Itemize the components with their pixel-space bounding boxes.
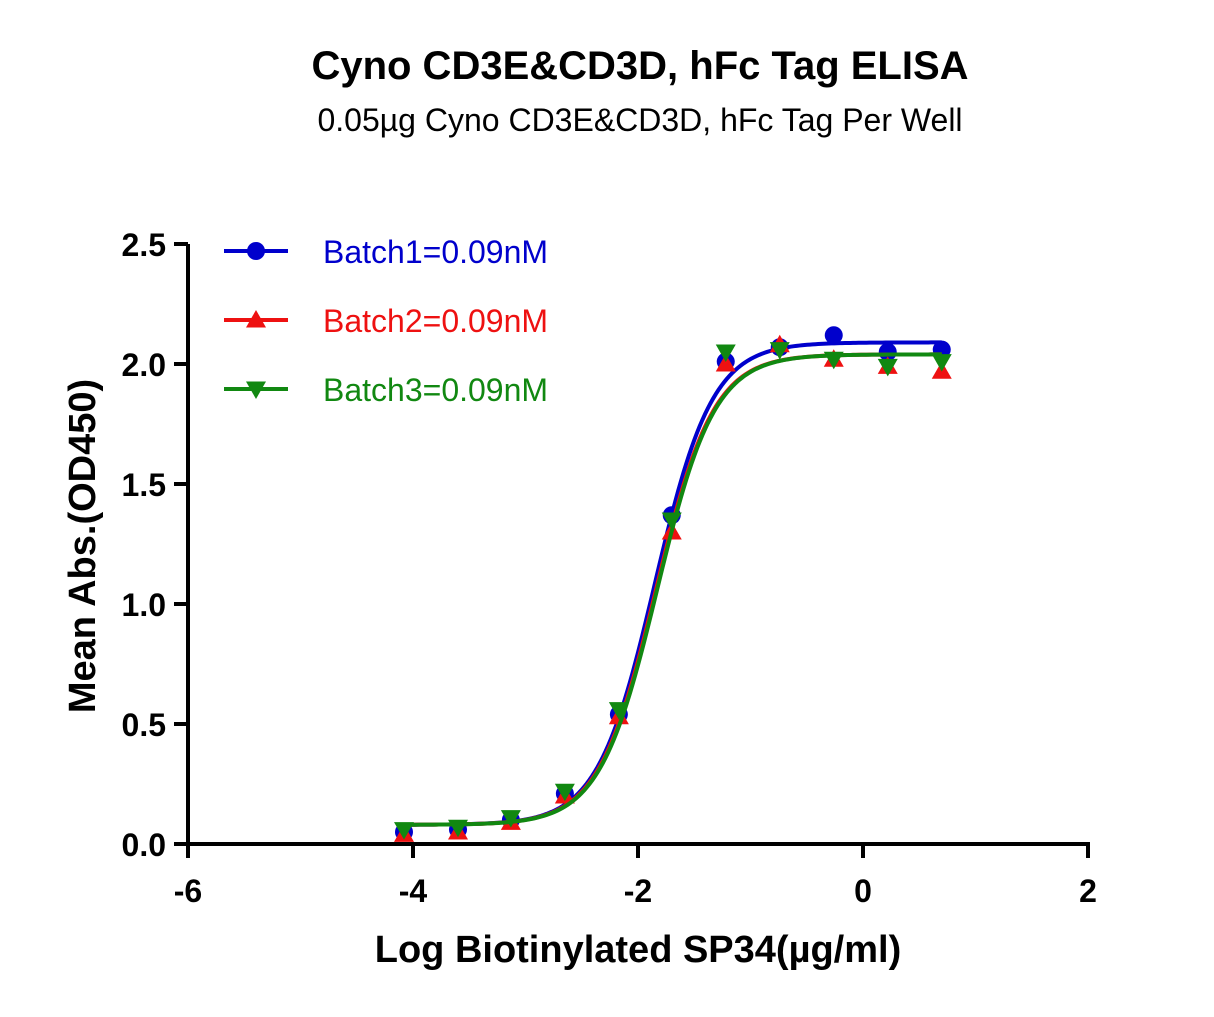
data-point (500, 810, 521, 828)
y-tick-label: 2.0 (122, 347, 166, 383)
series-2 (394, 334, 952, 842)
x-tick-label: -2 (624, 873, 652, 909)
x-tick-label: -6 (174, 873, 202, 909)
axes: -6 -4 -2 0 2 0.0 0.5 1.0 1.5 2.0 2.5 (122, 227, 1097, 909)
data-point (715, 354, 736, 372)
y-tick-label: 2.5 (122, 227, 166, 263)
legend-item: Batch1=0.09nM (224, 234, 548, 270)
data-point (824, 326, 843, 345)
data-point (448, 819, 468, 838)
legend-item: Batch3=0.09nM (224, 372, 548, 408)
legend-item: Batch2=0.09nM (224, 303, 548, 339)
y-ticks: 0.0 0.5 1.0 1.5 2.0 2.5 (122, 227, 188, 863)
data-point (877, 358, 898, 377)
legend-label: Batch3=0.09nM (323, 372, 548, 408)
legend-marker (247, 242, 265, 260)
y-axis-label: Mean Abs.(OD450) (62, 379, 104, 713)
data-point (715, 344, 736, 362)
legend-label: Batch2=0.09nM (323, 303, 548, 339)
y-tick-label: 0.5 (122, 707, 166, 743)
data-point (823, 351, 844, 370)
legend: Batch1=0.09nM Batch2=0.09nM Batch3=0.09nM (224, 234, 548, 408)
data-point (554, 783, 575, 802)
data-point (769, 342, 790, 360)
x-axis-label: Log Biotinylated SP34(µg/ml) (375, 929, 902, 971)
chart-subtitle: 0.05µg Cyno CD3E&CD3D, hFc Tag Per Well (317, 102, 963, 138)
fit-curve (403, 352, 942, 827)
y-tick-label: 1.5 (122, 467, 166, 503)
x-tick-label: -4 (399, 873, 428, 909)
data-point (661, 512, 682, 530)
data-point (608, 702, 629, 720)
data-series (394, 326, 952, 842)
legend-marker (246, 381, 266, 399)
data-point (394, 822, 414, 840)
legend-marker (246, 310, 266, 328)
y-tick-label: 0.0 (122, 827, 166, 863)
fit-curve (403, 352, 942, 827)
x-ticks: -6 -4 -2 0 2 (174, 844, 1097, 909)
x-tick-label: 2 (1079, 873, 1097, 909)
y-tick-label: 1.0 (122, 587, 166, 623)
chart-title: Cyno CD3E&CD3D, hFc Tag ELISA (311, 44, 969, 88)
fit-curve (403, 340, 942, 827)
x-tick-label: 0 (854, 873, 872, 909)
data-point (931, 354, 952, 372)
series-3 (394, 342, 952, 840)
legend-label: Batch1=0.09nM (323, 234, 548, 270)
